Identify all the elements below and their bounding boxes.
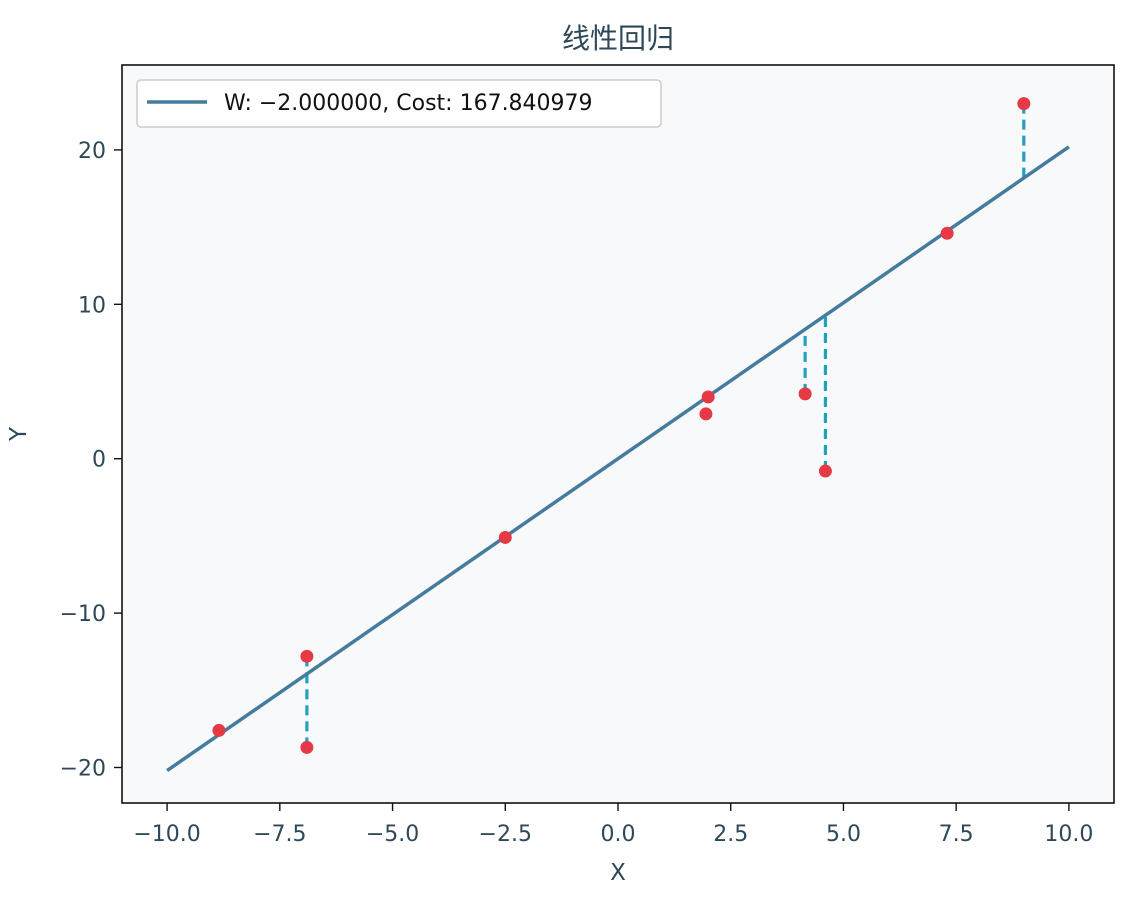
plot-background [122,65,1114,803]
y-tick-label: 0 [92,448,106,473]
regression-line-layer [166,145,1070,773]
data-point [1017,97,1031,111]
data-point [212,723,226,737]
x-tick-label: 7.5 [939,822,974,847]
x-axis-ticks: −10.0 −7.5 −5.0 −2.5 0.0 2.5 5.0 7.5 10.0 [133,803,1093,847]
y-tick-label: 10 [78,293,106,318]
data-points [212,97,1031,754]
x-tick-label: 10.0 [1044,822,1093,847]
y-tick-label: −20 [60,756,106,781]
y-axis-label: Y [6,426,32,442]
data-point [498,530,512,544]
legend: W: −2.000000, Cost: 167.840979 [136,79,662,128]
legend-label: W: −2.000000, Cost: 167.840979 [224,91,593,116]
data-point [940,226,954,240]
x-tick-label: −2.5 [479,822,532,847]
chart-title: 线性回归 [562,22,674,55]
x-tick-label: −7.5 [253,822,306,847]
data-point [798,387,812,401]
x-tick-label: −5.0 [366,822,419,847]
data-point [699,407,713,421]
y-tick-label: −10 [60,602,106,627]
x-axis-label: X [610,860,626,886]
data-point [701,390,715,404]
data-point [300,740,314,754]
x-tick-label: 0.0 [601,822,636,847]
x-tick-label: 2.5 [713,822,748,847]
x-tick-label: 5.0 [826,822,861,847]
legend-box [136,79,662,128]
y-tick-label: 20 [78,139,106,164]
data-point [300,649,314,663]
regression-line [166,145,1070,773]
data-point [818,464,832,478]
x-tick-label: −10.0 [133,822,200,847]
y-axis-ticks: −20 −10 0 10 20 [60,139,122,781]
